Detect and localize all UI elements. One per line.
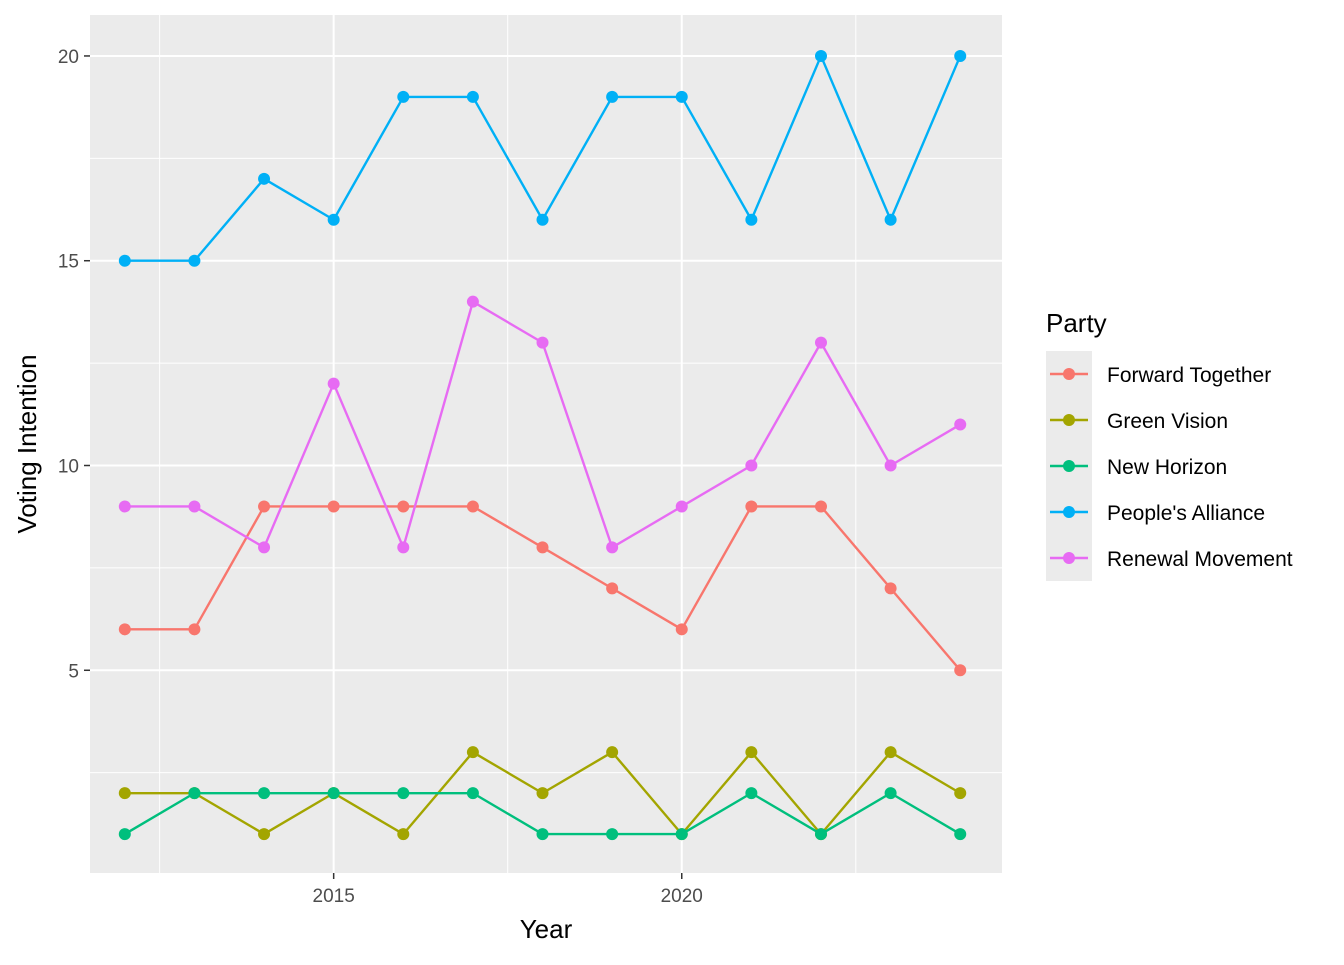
data-point-new-horizon (606, 828, 619, 841)
data-point-people-s-alliance (397, 90, 410, 103)
legend-label: New Horizon (1107, 456, 1227, 479)
data-point-new-horizon (814, 828, 827, 841)
data-point-new-horizon (118, 828, 131, 841)
data-point-renewal-movement (675, 500, 688, 513)
data-point-forward-together (118, 623, 131, 636)
legend-item-renewal-movement: Renewal Movement (1050, 548, 1293, 571)
data-point-people-s-alliance (118, 254, 131, 267)
data-point-new-horizon (745, 787, 758, 800)
data-point-renewal-movement (188, 500, 201, 513)
data-point-forward-together (884, 582, 897, 595)
data-point-renewal-movement (466, 295, 479, 308)
data-point-people-s-alliance (954, 49, 967, 62)
data-point-people-s-alliance (188, 254, 201, 267)
legend-label: Renewal Movement (1107, 548, 1293, 571)
x-tick-label: 2020 (661, 886, 703, 907)
data-point-green-vision (536, 787, 549, 800)
data-point-green-vision (954, 787, 967, 800)
data-point-people-s-alliance (814, 49, 827, 62)
series-layer (118, 49, 967, 841)
data-point-forward-together (466, 500, 479, 513)
data-point-green-vision (745, 746, 758, 759)
legend-label: Green Vision (1107, 410, 1228, 433)
series-people-s-alliance (118, 49, 967, 267)
data-point-people-s-alliance (675, 90, 688, 103)
data-point-new-horizon (536, 828, 549, 841)
legend-items: Forward Together Green Vision New Horizon P… (1050, 364, 1293, 571)
data-point-green-vision (606, 746, 619, 759)
data-point-forward-together (814, 500, 827, 513)
x-tick-label: 2015 (313, 886, 355, 907)
data-point-forward-together (745, 500, 758, 513)
data-point-people-s-alliance (884, 213, 897, 226)
data-point-renewal-movement (536, 336, 549, 349)
data-point-people-s-alliance (536, 213, 549, 226)
data-point-new-horizon (954, 828, 967, 841)
data-point-forward-together (397, 500, 410, 513)
y-tick-label: 20 (58, 47, 79, 68)
series-renewal-movement (118, 295, 967, 554)
data-point-renewal-movement (258, 541, 271, 554)
data-point-people-s-alliance (258, 172, 271, 185)
grid-major (90, 15, 1002, 873)
legend-key-point (1063, 414, 1075, 426)
data-point-forward-together (954, 664, 967, 677)
data-point-forward-together (675, 623, 688, 636)
data-point-forward-together (258, 500, 271, 513)
legend-item-green-vision: Green Vision (1050, 410, 1228, 433)
data-point-forward-together (188, 623, 201, 636)
legend-key-point (1063, 460, 1075, 472)
data-point-people-s-alliance (606, 90, 619, 103)
data-point-forward-together (536, 541, 549, 554)
data-point-renewal-movement (118, 500, 131, 513)
data-point-green-vision (397, 828, 410, 841)
data-point-renewal-movement (397, 541, 410, 554)
legend-item-new-horizon: New Horizon (1050, 456, 1227, 479)
data-point-new-horizon (466, 787, 479, 800)
series-forward-together (118, 500, 967, 677)
data-point-renewal-movement (606, 541, 619, 554)
data-point-green-vision (884, 746, 897, 759)
data-point-new-horizon (258, 787, 271, 800)
legend-label: People's Alliance (1107, 502, 1265, 525)
legend-item-forward-together: Forward Together (1050, 364, 1271, 387)
y-axis-title: Voting Intention (12, 354, 42, 533)
data-point-green-vision (466, 746, 479, 759)
series-new-horizon (118, 787, 967, 841)
legend-title: Party (1046, 308, 1107, 338)
data-point-renewal-movement (327, 377, 340, 390)
data-point-new-horizon (327, 787, 340, 800)
data-point-renewal-movement (814, 336, 827, 349)
data-point-renewal-movement (884, 459, 897, 472)
y-tick-label: 15 (58, 252, 79, 273)
x-axis: 2015 2020 (313, 873, 703, 907)
legend-key-point (1063, 368, 1075, 380)
data-point-green-vision (258, 828, 271, 841)
y-tick-label: 10 (58, 457, 79, 478)
data-point-renewal-movement (745, 459, 758, 472)
data-point-people-s-alliance (466, 90, 479, 103)
data-point-forward-together (327, 500, 340, 513)
data-point-green-vision (118, 787, 131, 800)
legend: Party Forward Together Green Vision New Ho… (1046, 308, 1293, 581)
data-point-forward-together (606, 582, 619, 595)
data-point-new-horizon (884, 787, 897, 800)
plot-panel (90, 15, 1002, 873)
legend-item-people-s-alliance: People's Alliance (1050, 502, 1265, 525)
data-point-renewal-movement (954, 418, 967, 431)
data-point-people-s-alliance (745, 213, 758, 226)
legend-key-point (1063, 552, 1075, 564)
legend-label: Forward Together (1107, 364, 1271, 387)
data-point-new-horizon (675, 828, 688, 841)
data-point-new-horizon (397, 787, 410, 800)
data-point-people-s-alliance (327, 213, 340, 226)
y-tick-label: 5 (68, 661, 79, 682)
legend-key-point (1063, 506, 1075, 518)
data-point-new-horizon (188, 787, 201, 800)
x-axis-title: Year (520, 914, 573, 944)
y-axis: 5 10 15 20 (58, 47, 90, 682)
